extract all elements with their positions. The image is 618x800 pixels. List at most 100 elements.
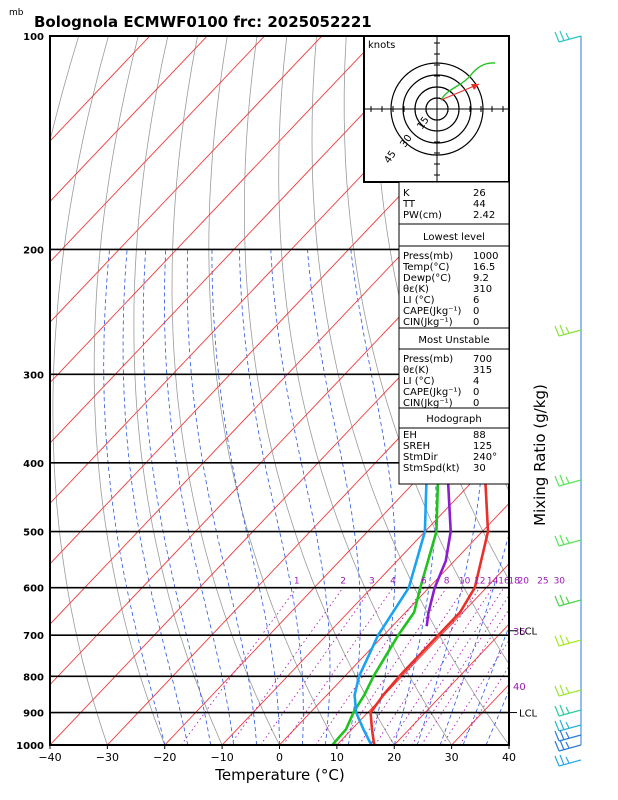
lowest-value: 0: [473, 317, 479, 328]
wind-barb-flag: [565, 731, 570, 739]
pressure-tick-label: 200: [23, 245, 44, 256]
pressure-tick-label: 800: [23, 672, 44, 683]
mixing-ratio-tick-label: 14: [487, 577, 499, 587]
most-unstable-box: [398, 327, 510, 409]
temperature-tick-label: −10: [211, 751, 234, 764]
isotherm: [50, 36, 380, 384]
storm-motion-arrowhead: [471, 84, 479, 90]
hodograph-trace: [440, 62, 496, 101]
temperature-tick-label: 20: [387, 751, 401, 764]
mixing-ratio-tick-label: 18: [508, 577, 520, 587]
wind-barb-flag: [565, 686, 570, 694]
lowest-value: 16.5: [473, 262, 495, 273]
moist-adiabat: [164, 249, 234, 745]
unstable-key: θε(K): [403, 365, 429, 376]
isotherm: [50, 140, 509, 625]
dry-adiabat: [0, 36, 19, 760]
isotherm: [552, 20, 618, 760]
index-value: 2.42: [473, 210, 495, 221]
mixing-ratio-tick-label: 16: [498, 577, 510, 587]
index-key: K: [403, 188, 410, 199]
pressure-unit: mb: [9, 8, 24, 18]
wind-barb: [558, 479, 582, 487]
wind-barb: [558, 599, 582, 607]
pressure-tick-label: 300: [23, 370, 44, 381]
temperature-profile: [369, 277, 509, 745]
lcl-label: LCL: [519, 627, 538, 638]
index-key: TT: [402, 199, 416, 210]
dry-adiabat: [52, 36, 109, 745]
wind-barb-flag: [565, 32, 570, 40]
temperature-tick-label: −20: [153, 751, 176, 764]
mixing-ratio-line: [358, 587, 465, 745]
hodograph-unit-label: knots: [368, 40, 395, 51]
wind-barb: [558, 329, 582, 337]
wind-barb-flag: [554, 730, 560, 742]
isotherm: [336, 563, 509, 745]
moist-adiabat: [350, 249, 396, 745]
mixing-ratio-tick-label: 25: [537, 577, 548, 587]
dry-adiabat: [343, 36, 509, 665]
wind-barb: [558, 744, 582, 752]
temperature-tick-label: −30: [96, 751, 119, 764]
unstable-value: 315: [473, 365, 492, 376]
lowest-key: LI (°C): [403, 295, 435, 306]
wind-barb-flag: [559, 594, 565, 606]
moist-adiabat: [211, 249, 280, 745]
pressure-tick-label: 400: [23, 459, 44, 470]
mixing-ratio-label: Mixing Ratio (g/kg): [531, 384, 549, 526]
wind-barb: [558, 759, 582, 767]
lowest-key: θε(K): [403, 284, 429, 295]
wind-barb-column: [554, 30, 582, 767]
moist-adiabat: [186, 249, 257, 745]
temperature-tick-label: 40: [502, 751, 516, 764]
wind-barb-flag: [559, 704, 565, 716]
wind-barb-flag: [565, 721, 570, 729]
mixing-ratio-tick-label: 4: [390, 577, 396, 587]
isotherm: [278, 502, 509, 745]
index-key: PW(cm): [403, 210, 442, 221]
wind-barb-flag: [554, 325, 560, 337]
dry-adiabat: [93, 36, 166, 745]
wind-barb-flag: [554, 595, 560, 607]
mixing-ratio-tick-label: 30: [554, 577, 566, 587]
wind-barb-flag: [565, 636, 570, 644]
wind-barb-flag: [559, 754, 565, 766]
x-axis-label: Temperature (°C): [214, 766, 344, 784]
lowest-key: Temp(°C): [402, 262, 450, 273]
dry-adiabat: [614, 36, 618, 760]
lowest-value: 9.2: [473, 273, 489, 284]
pressure-tick-label: 900: [23, 709, 44, 720]
temperature-tick-label: 30: [445, 751, 459, 764]
wind-barb-flag: [559, 729, 565, 741]
pressure-tick-label: 600: [23, 584, 44, 595]
wind-barb-flag: [565, 706, 570, 714]
unstable-value: 4: [473, 376, 479, 387]
mixing-ratio-tick-label: 12: [474, 577, 485, 587]
lowest-value: 0: [473, 306, 479, 317]
isotherm: [50, 261, 509, 745]
hodograph-index-title: Hodograph: [426, 414, 481, 425]
dry-adiabat: [584, 36, 618, 760]
mixing-ratio-tick-label: 10: [459, 577, 471, 587]
wind-barb-flag: [554, 685, 560, 697]
pressure-tick-label: 100: [23, 32, 44, 43]
unstable-key: CAPE(Jkg⁻¹): [403, 387, 461, 398]
unstable-value: 700: [473, 354, 492, 365]
wind-barb-flag: [565, 756, 570, 764]
wind-barb-flag: [554, 705, 560, 717]
hodo-key: SREH: [403, 441, 430, 452]
hodograph-index-box: [398, 407, 510, 485]
hodo-key: EH: [403, 430, 417, 441]
unstable-key: LI (°C): [403, 376, 435, 387]
lowest-key: Press(mb): [403, 251, 453, 262]
unstable-value: 0: [473, 387, 479, 398]
wind-barb-flag: [559, 30, 565, 42]
temperature-tick-label: 10: [330, 751, 344, 764]
hodo-value: 240°: [473, 452, 497, 463]
moist-adiabat: [239, 249, 304, 745]
moist-adiabat: [270, 249, 331, 745]
theta-label: 35: [513, 627, 526, 638]
wind-barb-flag: [554, 535, 560, 547]
chart-title: Bolognola ECMWF0100 frc: 2025052221: [34, 13, 372, 31]
